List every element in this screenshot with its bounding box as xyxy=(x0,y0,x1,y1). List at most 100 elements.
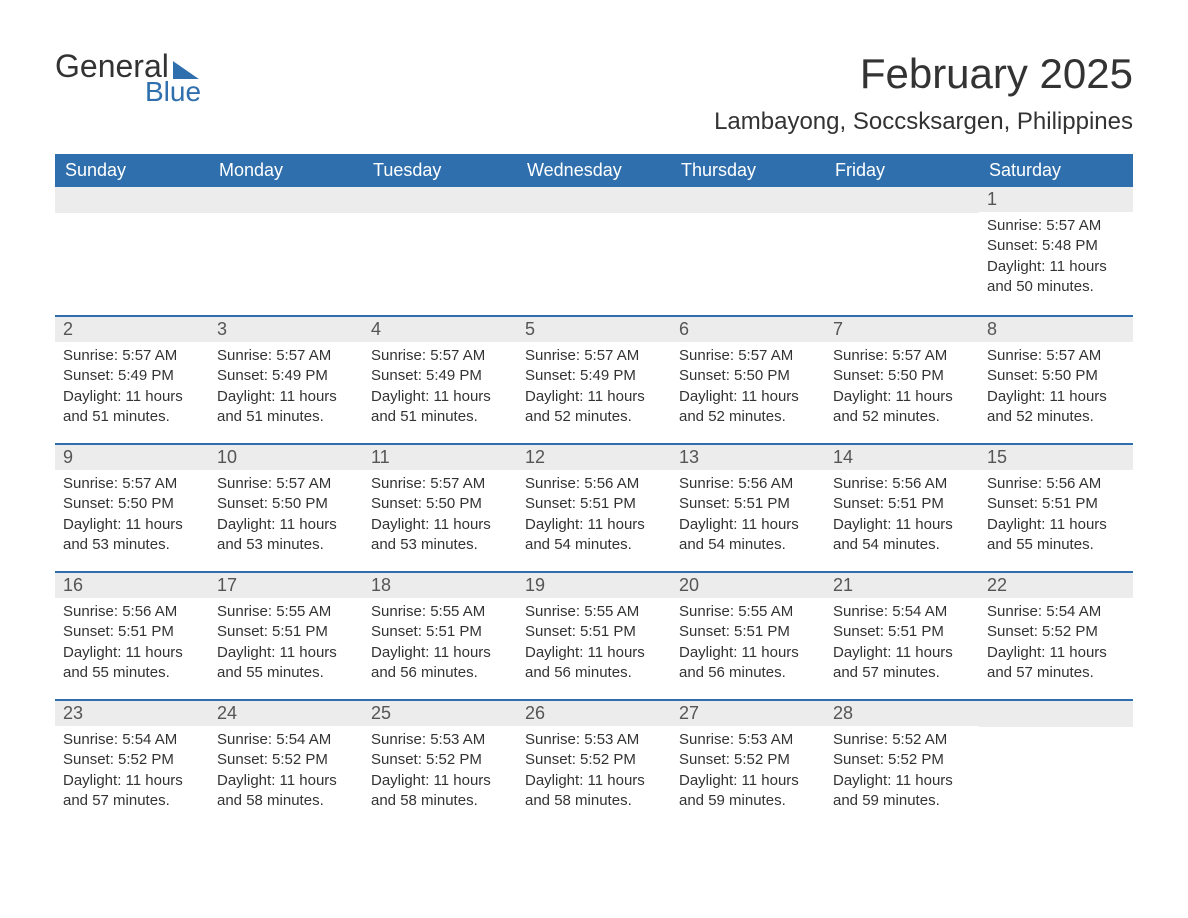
sunset-text: Sunset: 5:51 PM xyxy=(63,622,201,642)
day-cell: 1Sunrise: 5:57 AMSunset: 5:48 PMDaylight… xyxy=(979,187,1133,315)
sunset-text: Sunset: 5:52 PM xyxy=(371,750,509,770)
daylight-text: Daylight: 11 hours and 54 minutes. xyxy=(525,515,663,556)
day-number xyxy=(363,187,517,213)
day-cell: 9Sunrise: 5:57 AMSunset: 5:50 PMDaylight… xyxy=(55,445,209,571)
day-number xyxy=(979,701,1133,727)
weekday-label: Saturday xyxy=(979,154,1133,187)
weekday-label: Tuesday xyxy=(363,154,517,187)
weekday-label: Friday xyxy=(825,154,979,187)
day-number: 10 xyxy=(209,445,363,470)
day-details: Sunrise: 5:54 AMSunset: 5:51 PMDaylight:… xyxy=(825,598,979,695)
daylight-text: Daylight: 11 hours and 56 minutes. xyxy=(525,643,663,684)
sunrise-text: Sunrise: 5:57 AM xyxy=(371,346,509,366)
day-details: Sunrise: 5:57 AMSunset: 5:50 PMDaylight:… xyxy=(363,470,517,567)
day-details: Sunrise: 5:57 AMSunset: 5:50 PMDaylight:… xyxy=(979,342,1133,439)
day-number: 3 xyxy=(209,317,363,342)
day-number: 24 xyxy=(209,701,363,726)
day-number: 26 xyxy=(517,701,671,726)
day-details: Sunrise: 5:57 AMSunset: 5:48 PMDaylight:… xyxy=(979,212,1133,309)
day-details: Sunrise: 5:53 AMSunset: 5:52 PMDaylight:… xyxy=(671,726,825,823)
daylight-text: Daylight: 11 hours and 54 minutes. xyxy=(833,515,971,556)
sunset-text: Sunset: 5:52 PM xyxy=(987,622,1125,642)
sunrise-text: Sunrise: 5:56 AM xyxy=(833,474,971,494)
day-cell xyxy=(55,187,209,315)
day-cell: 10Sunrise: 5:57 AMSunset: 5:50 PMDayligh… xyxy=(209,445,363,571)
sunrise-text: Sunrise: 5:54 AM xyxy=(63,730,201,750)
day-number: 15 xyxy=(979,445,1133,470)
day-cell: 27Sunrise: 5:53 AMSunset: 5:52 PMDayligh… xyxy=(671,701,825,827)
day-number: 28 xyxy=(825,701,979,726)
day-number xyxy=(209,187,363,213)
day-cell: 21Sunrise: 5:54 AMSunset: 5:51 PMDayligh… xyxy=(825,573,979,699)
sunset-text: Sunset: 5:50 PM xyxy=(217,494,355,514)
day-cell: 8Sunrise: 5:57 AMSunset: 5:50 PMDaylight… xyxy=(979,317,1133,443)
week-row: 9Sunrise: 5:57 AMSunset: 5:50 PMDaylight… xyxy=(55,443,1133,571)
day-number: 12 xyxy=(517,445,671,470)
day-cell: 25Sunrise: 5:53 AMSunset: 5:52 PMDayligh… xyxy=(363,701,517,827)
sunset-text: Sunset: 5:52 PM xyxy=(679,750,817,770)
sunset-text: Sunset: 5:52 PM xyxy=(63,750,201,770)
day-cell: 7Sunrise: 5:57 AMSunset: 5:50 PMDaylight… xyxy=(825,317,979,443)
daylight-text: Daylight: 11 hours and 52 minutes. xyxy=(679,387,817,428)
daylight-text: Daylight: 11 hours and 51 minutes. xyxy=(371,387,509,428)
daylight-text: Daylight: 11 hours and 58 minutes. xyxy=(217,771,355,812)
day-cell: 4Sunrise: 5:57 AMSunset: 5:49 PMDaylight… xyxy=(363,317,517,443)
day-details: Sunrise: 5:57 AMSunset: 5:50 PMDaylight:… xyxy=(55,470,209,567)
sunset-text: Sunset: 5:51 PM xyxy=(987,494,1125,514)
header: General Blue February 2025 Lambayong, So… xyxy=(55,50,1133,136)
sunrise-text: Sunrise: 5:56 AM xyxy=(525,474,663,494)
day-details: Sunrise: 5:54 AMSunset: 5:52 PMDaylight:… xyxy=(209,726,363,823)
day-number xyxy=(671,187,825,213)
day-number: 9 xyxy=(55,445,209,470)
sunset-text: Sunset: 5:50 PM xyxy=(679,366,817,386)
day-cell: 11Sunrise: 5:57 AMSunset: 5:50 PMDayligh… xyxy=(363,445,517,571)
weekday-label: Sunday xyxy=(55,154,209,187)
day-number: 6 xyxy=(671,317,825,342)
sunset-text: Sunset: 5:51 PM xyxy=(833,622,971,642)
day-cell xyxy=(209,187,363,315)
sunset-text: Sunset: 5:50 PM xyxy=(371,494,509,514)
day-details: Sunrise: 5:54 AMSunset: 5:52 PMDaylight:… xyxy=(979,598,1133,695)
sunset-text: Sunset: 5:49 PM xyxy=(217,366,355,386)
daylight-text: Daylight: 11 hours and 51 minutes. xyxy=(63,387,201,428)
sunset-text: Sunset: 5:49 PM xyxy=(371,366,509,386)
sunrise-text: Sunrise: 5:57 AM xyxy=(525,346,663,366)
sunrise-text: Sunrise: 5:57 AM xyxy=(217,346,355,366)
sunrise-text: Sunrise: 5:53 AM xyxy=(371,730,509,750)
sunrise-text: Sunrise: 5:57 AM xyxy=(987,346,1125,366)
day-cell: 16Sunrise: 5:56 AMSunset: 5:51 PMDayligh… xyxy=(55,573,209,699)
day-details: Sunrise: 5:56 AMSunset: 5:51 PMDaylight:… xyxy=(979,470,1133,567)
sunrise-text: Sunrise: 5:53 AM xyxy=(679,730,817,750)
day-number: 17 xyxy=(209,573,363,598)
day-cell: 26Sunrise: 5:53 AMSunset: 5:52 PMDayligh… xyxy=(517,701,671,827)
calendar: Sunday Monday Tuesday Wednesday Thursday… xyxy=(55,154,1133,827)
day-details: Sunrise: 5:53 AMSunset: 5:52 PMDaylight:… xyxy=(363,726,517,823)
day-cell xyxy=(363,187,517,315)
daylight-text: Daylight: 11 hours and 55 minutes. xyxy=(63,643,201,684)
day-number: 2 xyxy=(55,317,209,342)
week-row: 23Sunrise: 5:54 AMSunset: 5:52 PMDayligh… xyxy=(55,699,1133,827)
day-cell: 13Sunrise: 5:56 AMSunset: 5:51 PMDayligh… xyxy=(671,445,825,571)
sunset-text: Sunset: 5:50 PM xyxy=(987,366,1125,386)
day-number: 13 xyxy=(671,445,825,470)
sunrise-text: Sunrise: 5:53 AM xyxy=(525,730,663,750)
day-details: Sunrise: 5:55 AMSunset: 5:51 PMDaylight:… xyxy=(363,598,517,695)
day-number: 27 xyxy=(671,701,825,726)
week-row: 1Sunrise: 5:57 AMSunset: 5:48 PMDaylight… xyxy=(55,187,1133,315)
day-details: Sunrise: 5:52 AMSunset: 5:52 PMDaylight:… xyxy=(825,726,979,823)
weekday-label: Wednesday xyxy=(517,154,671,187)
daylight-text: Daylight: 11 hours and 51 minutes. xyxy=(217,387,355,428)
daylight-text: Daylight: 11 hours and 59 minutes. xyxy=(833,771,971,812)
sunrise-text: Sunrise: 5:54 AM xyxy=(217,730,355,750)
daylight-text: Daylight: 11 hours and 56 minutes. xyxy=(371,643,509,684)
day-details: Sunrise: 5:54 AMSunset: 5:52 PMDaylight:… xyxy=(55,726,209,823)
sunrise-text: Sunrise: 5:56 AM xyxy=(63,602,201,622)
day-number: 25 xyxy=(363,701,517,726)
day-cell xyxy=(517,187,671,315)
week-row: 16Sunrise: 5:56 AMSunset: 5:51 PMDayligh… xyxy=(55,571,1133,699)
sunrise-text: Sunrise: 5:55 AM xyxy=(679,602,817,622)
day-cell: 28Sunrise: 5:52 AMSunset: 5:52 PMDayligh… xyxy=(825,701,979,827)
day-details: Sunrise: 5:56 AMSunset: 5:51 PMDaylight:… xyxy=(55,598,209,695)
sunrise-text: Sunrise: 5:57 AM xyxy=(63,474,201,494)
weeks-container: 1Sunrise: 5:57 AMSunset: 5:48 PMDaylight… xyxy=(55,187,1133,827)
